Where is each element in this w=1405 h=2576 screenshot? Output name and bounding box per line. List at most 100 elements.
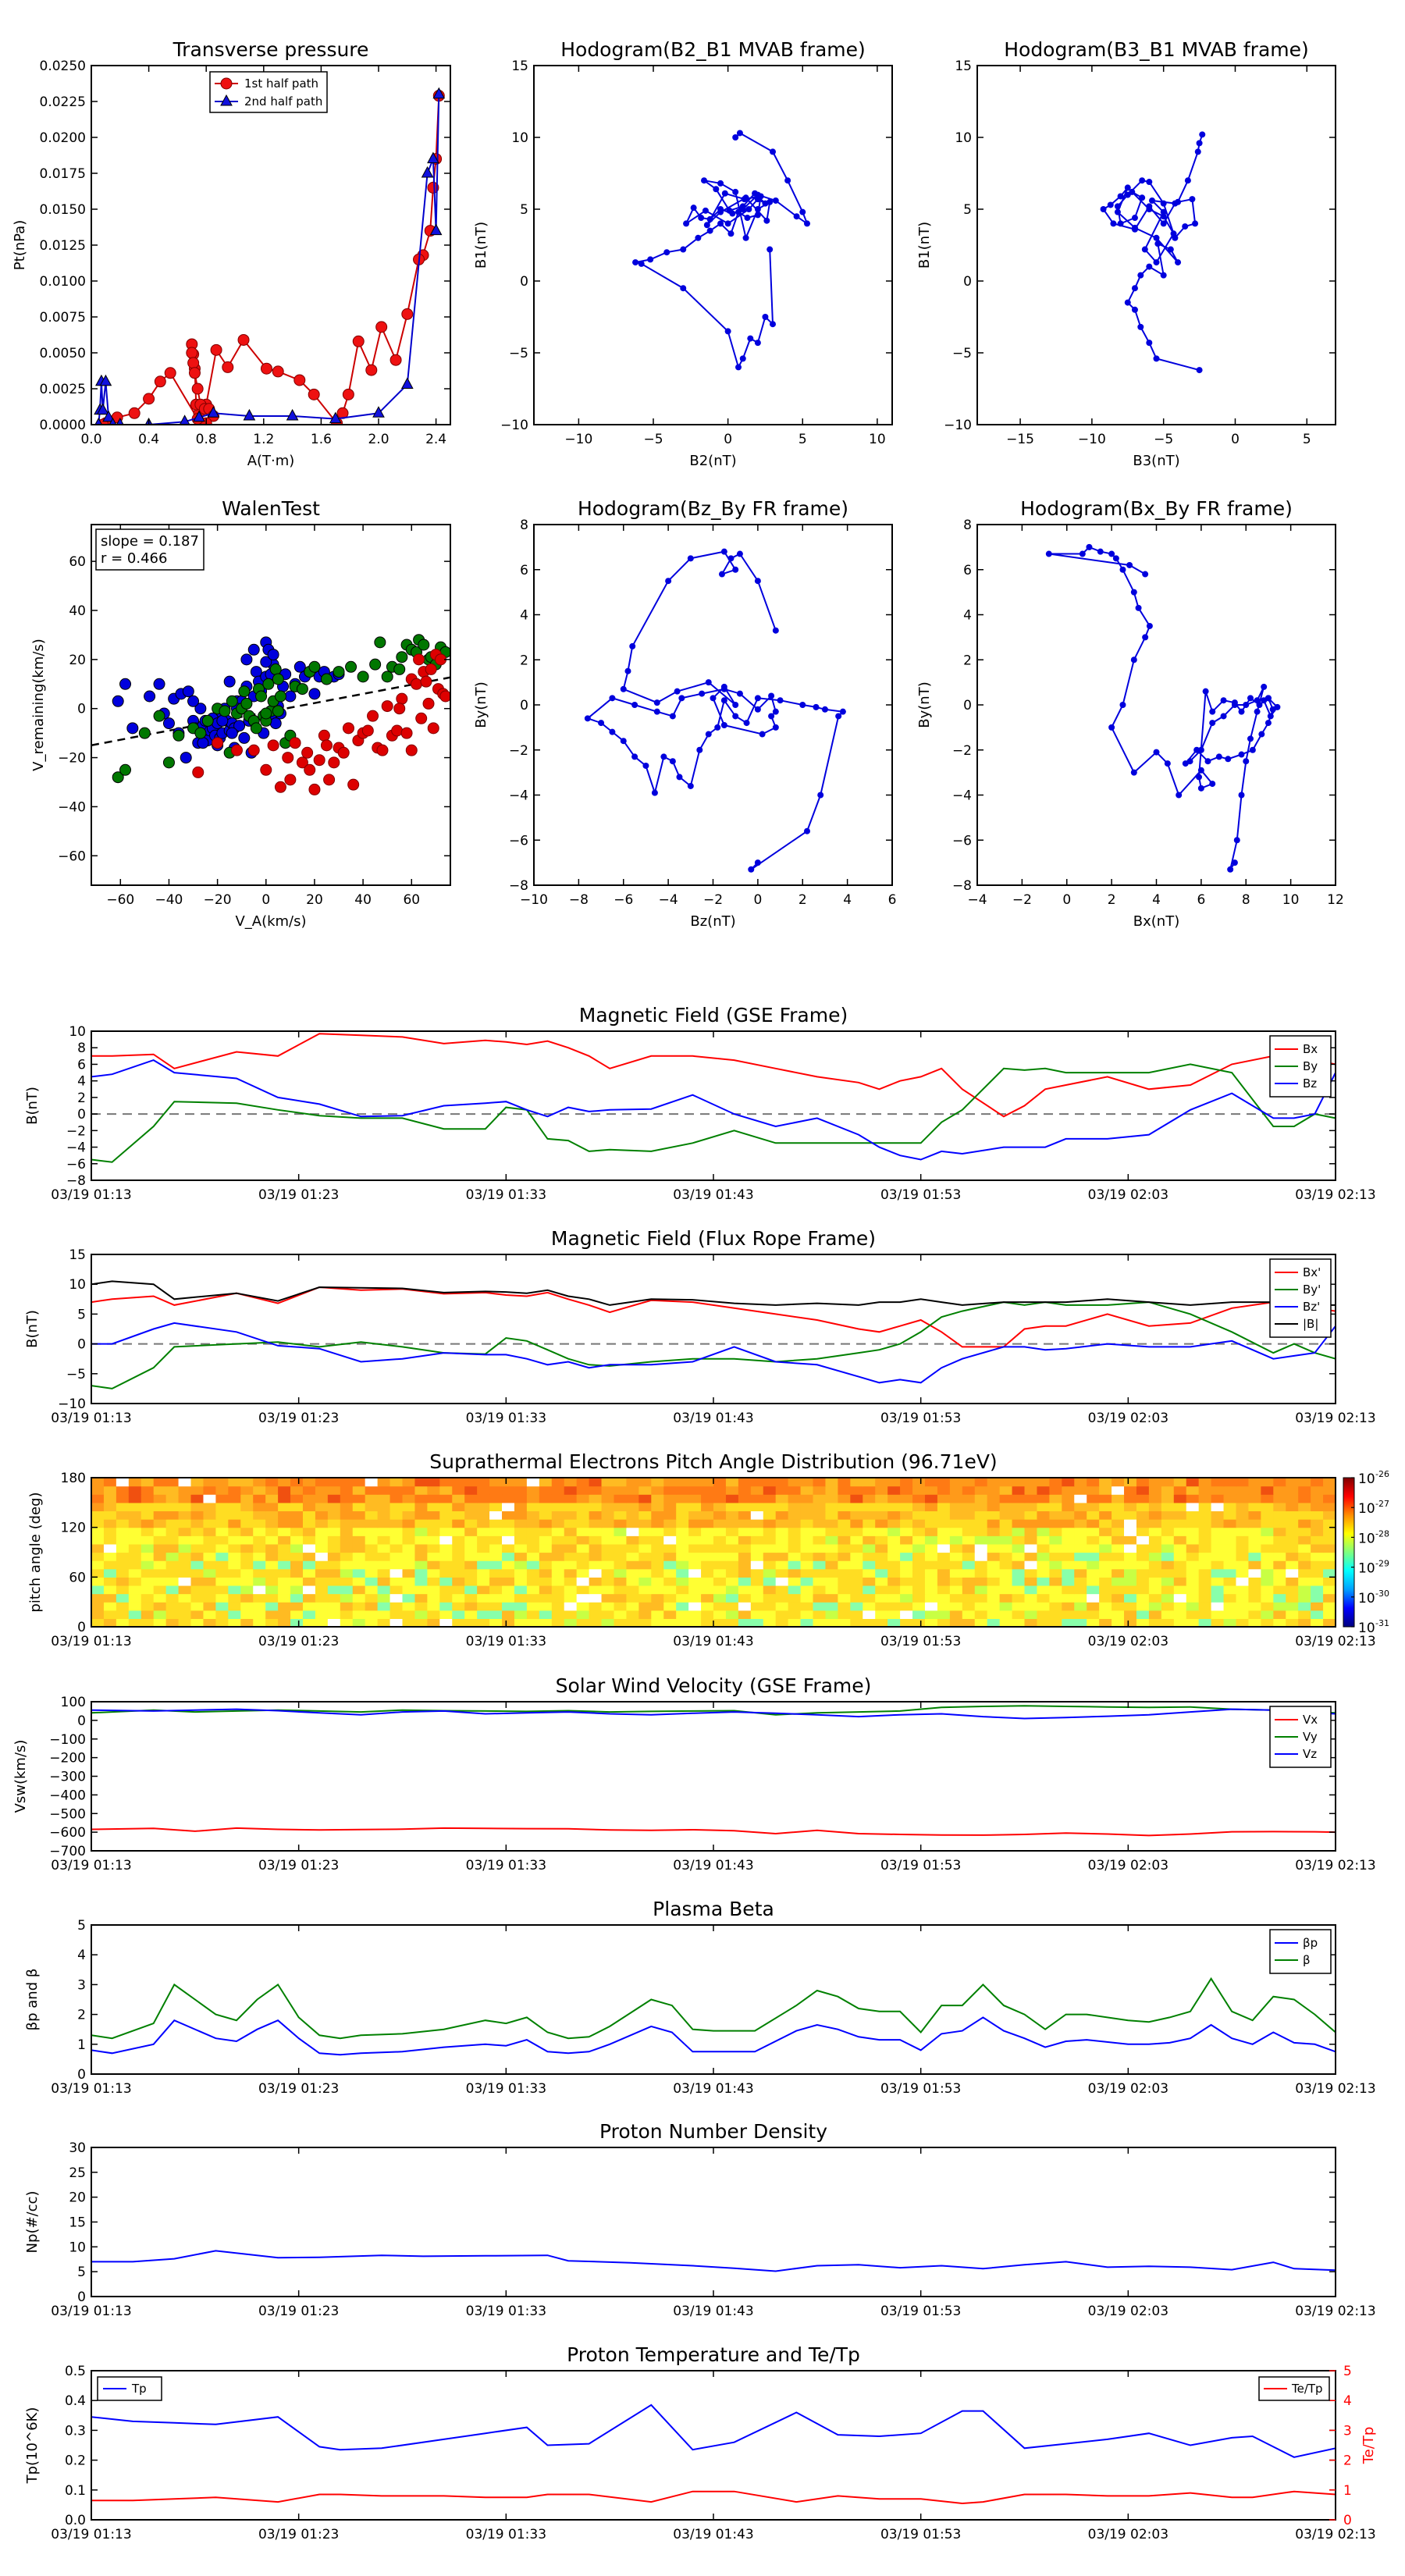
heatmap-cell: [887, 1519, 901, 1528]
data-point: [381, 671, 393, 683]
heatmap-cell: [626, 1585, 639, 1595]
heatmap-cell: [439, 1494, 453, 1503]
heatmap-cell: [949, 1618, 963, 1628]
heatmap-cell: [663, 1502, 677, 1512]
heatmap-cell: [302, 1568, 316, 1578]
heatmap-cell: [1273, 1593, 1286, 1603]
heatmap-cell: [937, 1560, 951, 1570]
heatmap-cell: [1087, 1602, 1100, 1611]
heatmap-cell: [340, 1535, 354, 1545]
heatmap-cell: [1012, 1510, 1026, 1520]
heatmap-cell: [178, 1560, 192, 1570]
chart-title: Magnetic Field (Flux Rope Frame): [551, 1227, 876, 1250]
heatmap-cell: [601, 1618, 615, 1628]
heatmap-cell: [999, 1543, 1013, 1553]
heatmap-cell: [900, 1519, 913, 1528]
heatmap-cell: [253, 1502, 266, 1512]
heatmap-cell: [924, 1618, 938, 1628]
heatmap-cell: [190, 1502, 205, 1512]
heatmap-cell: [750, 1519, 764, 1528]
heatmap-cell: [91, 1552, 105, 1561]
heatmap-cell: [788, 1535, 802, 1545]
heatmap-cell: [452, 1494, 465, 1503]
heatmap-cell: [1248, 1535, 1261, 1545]
data-point: [772, 724, 779, 731]
heatmap-cell: [539, 1618, 553, 1628]
heatmap-cell: [365, 1535, 379, 1545]
heatmap-cell: [1248, 1610, 1261, 1619]
heatmap-cell: [489, 1602, 503, 1611]
heatmap-cell: [1124, 1502, 1137, 1512]
heatmap-cell: [1024, 1543, 1038, 1553]
heatmap-cell: [1198, 1535, 1212, 1545]
heatmap-cell: [1087, 1610, 1100, 1619]
y-tick-label: 0.0: [65, 2513, 86, 2528]
heatmap-cell: [477, 1552, 490, 1561]
heatmap-cell: [265, 1577, 279, 1586]
y-tick-label: −2: [952, 743, 972, 759]
heatmap-cell: [750, 1485, 764, 1495]
series-line-0: [91, 2250, 1336, 2272]
heatmap-cell: [850, 1577, 863, 1586]
data-point: [717, 220, 724, 227]
heatmap-cell: [1136, 1527, 1150, 1536]
heatmap-cell: [1087, 1593, 1100, 1603]
heatmap-cell: [1049, 1535, 1062, 1545]
heatmap-cell: [340, 1577, 354, 1586]
data-point: [1189, 196, 1196, 203]
heatmap-cell: [800, 1602, 814, 1611]
heatmap-cell: [91, 1527, 105, 1536]
heatmap-cell: [1198, 1602, 1212, 1611]
heatmap-cell: [1311, 1568, 1324, 1578]
plot-frame: [91, 2147, 1336, 2297]
heatmap-cell: [389, 1527, 404, 1536]
x-tick-label: 03/19 01:43: [673, 1634, 753, 1649]
data-point: [274, 781, 286, 793]
heatmap-cell: [439, 1527, 453, 1536]
heatmap-cell: [427, 1502, 440, 1512]
data-point: [304, 763, 316, 776]
heatmap-cell: [389, 1593, 404, 1603]
heatmap-cell: [614, 1543, 628, 1553]
heatmap-cell: [489, 1535, 503, 1545]
heatmap-cell: [1037, 1618, 1050, 1628]
heatmap-cell: [701, 1585, 714, 1595]
heatmap-cell: [825, 1478, 838, 1487]
heatmap-cell: [265, 1610, 279, 1619]
heatmap-cell: [788, 1502, 802, 1512]
heatmap-cell: [228, 1552, 241, 1561]
heatmap-cell: [190, 1602, 205, 1611]
data-point: [631, 753, 638, 760]
data-point: [1137, 323, 1144, 330]
heatmap-cell: [1024, 1510, 1038, 1520]
heatmap-cell: [327, 1510, 341, 1520]
heatmap-cell: [663, 1494, 677, 1503]
heatmap-cell: [140, 1502, 155, 1512]
data-point: [284, 690, 297, 703]
data-point: [717, 180, 724, 187]
heatmap-cell: [900, 1494, 913, 1503]
heatmap-cell: [302, 1618, 316, 1628]
heatmap-cell: [638, 1510, 652, 1520]
heatmap-cell: [825, 1510, 838, 1520]
heatmap-cell: [240, 1494, 254, 1503]
heatmap-cell: [626, 1618, 639, 1628]
data-point: [267, 739, 279, 752]
heatmap-cell: [974, 1618, 988, 1628]
data-point: [345, 660, 357, 673]
heatmap-cell: [116, 1527, 130, 1536]
data-point: [1182, 760, 1189, 767]
y-tick-label: 0.5: [65, 2364, 86, 2379]
heatmap-cell: [725, 1519, 739, 1528]
plot-area: [91, 1976, 1336, 2056]
heatmap-cell: [937, 1543, 951, 1553]
heatmap-cell: [1286, 1543, 1299, 1553]
heatmap-cell: [1087, 1510, 1100, 1520]
heatmap-cell: [502, 1527, 515, 1536]
heatmap-cell: [564, 1494, 578, 1503]
heatmap-cell: [1236, 1552, 1250, 1561]
heatmap-cell: [1198, 1543, 1212, 1553]
heatmap-cell: [1273, 1585, 1286, 1595]
chart-title: Hodogram(B3_B1 MVAB frame): [1004, 38, 1309, 61]
heatmap-cell: [999, 1502, 1013, 1512]
